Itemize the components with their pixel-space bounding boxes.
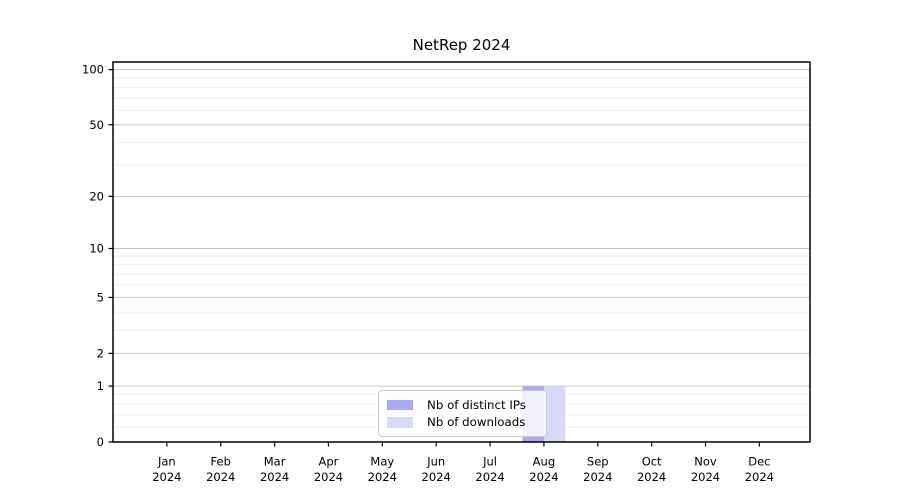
- x-tick-label-year: 2024: [314, 470, 343, 484]
- legend-item-distinct-ips: Nb of distinct IPs: [387, 396, 538, 413]
- legend: Nb of distinct IPs Nb of downloads: [378, 390, 547, 437]
- legend-item-downloads: Nb of downloads: [387, 414, 538, 431]
- y-tick-label: 100: [82, 63, 104, 77]
- x-tick-label-year: 2024: [152, 470, 181, 484]
- y-tick-label: 50: [89, 118, 104, 132]
- x-tick-label-month: Dec: [748, 455, 770, 469]
- y-tick-label: 10: [89, 242, 104, 256]
- legend-label-distinct-ips: Nb of distinct IPs: [427, 397, 526, 412]
- x-tick-label-year: 2024: [691, 470, 720, 484]
- x-tick-label-month: Oct: [642, 455, 662, 469]
- x-tick-label-year: 2024: [583, 470, 612, 484]
- x-tick-label-year: 2024: [745, 470, 774, 484]
- legend-swatch-distinct-ips: [387, 399, 413, 410]
- x-tick-label-year: 2024: [475, 470, 504, 484]
- axis-spine: [112, 61, 811, 443]
- x-tick-label-month: Aug: [533, 455, 555, 469]
- x-tick-label-month: Apr: [319, 455, 339, 469]
- legend-swatch-downloads: [387, 417, 413, 428]
- chart-title: NetRep 2024: [412, 36, 511, 54]
- x-tick-label-month: Nov: [694, 455, 717, 469]
- x-tick-label-month: Mar: [264, 455, 286, 469]
- x-tick-label-month: Jul: [482, 455, 497, 469]
- x-tick-label-month: May: [370, 455, 394, 469]
- bar: [543, 386, 566, 442]
- x-tick-label-year: 2024: [206, 470, 235, 484]
- x-tick-label-year: 2024: [260, 470, 289, 484]
- x-tick-label-month: Sep: [587, 455, 609, 469]
- x-tick-label-month: Feb: [211, 455, 231, 469]
- x-tick-label-month: Jun: [426, 455, 445, 469]
- y-tick-label: 2: [97, 346, 104, 360]
- legend-label-downloads: Nb of downloads: [427, 415, 526, 430]
- x-tick-label-year: 2024: [637, 470, 666, 484]
- x-tick-label-month: Jan: [157, 455, 176, 469]
- y-tick-label: 1: [97, 379, 104, 393]
- x-tick-label-year: 2024: [368, 470, 397, 484]
- y-tick-label: 0: [97, 435, 104, 449]
- x-tick-label-year: 2024: [422, 470, 451, 484]
- y-tick-label: 5: [97, 290, 104, 304]
- y-tick-label: 20: [89, 189, 104, 203]
- x-tick-label-year: 2024: [529, 470, 558, 484]
